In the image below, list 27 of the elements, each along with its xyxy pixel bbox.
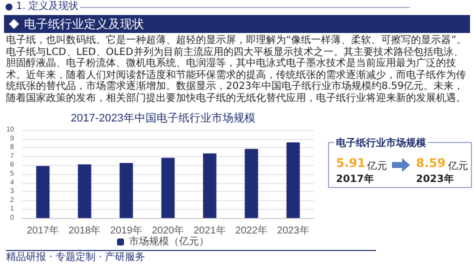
x-tick-label: 2022年	[235, 224, 268, 236]
x-tick-label: 2023年	[277, 224, 310, 236]
text: 亿元	[367, 160, 387, 173]
text: 精品研报 · 专题定制 · 产研服务	[6, 252, 146, 264]
x-tick-label: 2021年	[194, 224, 226, 236]
x-tick-label: 2019年	[110, 224, 142, 236]
bar	[244, 148, 258, 218]
bar	[78, 164, 92, 218]
text: 2023年	[416, 172, 454, 186]
text: 电子纸，也叫数码纸。它是一种超薄、超轻的显示屏，即理解为“像纸一样薄、柔软、可擦写的显示器”。电子纸与LCD、LED、OLED并列为目前主流应用的四大平板显示技术之一。其主要技术路径包括电泳、胆固醇液晶、电子粉流体、微机电系统、电润湿等，其中电泳式电子墨水技术是当前应用最为广泛的技术。近年来，随着人们对阅读舒适度和节能环保需求的提高，传统纸张的需求逐渐减少，而电子纸作为传统纸张的替代品，市场需求逐渐增加。数据显示，2023年中国电子纸行业市场规模约8.59亿元。未来，随着国家政策的发布，相关部门提出要加快电子纸的无纸化替代应用，电子纸行业将迎来新的发展机遇。	[6, 35, 468, 105]
text: 电子纸行业定义及现状	[4, 15, 470, 33]
x-tick-label: 2018年	[68, 224, 101, 236]
text: 亿元	[448, 160, 468, 173]
bar	[286, 142, 300, 218]
text: 8.59	[416, 156, 446, 170]
text: 1. 定义及现状	[16, 1, 79, 13]
x-tick-label: 2020年	[152, 224, 184, 236]
text: 电子纸行业市场规模	[334, 136, 428, 150]
bar	[203, 153, 216, 218]
chart-title: 2017-2023年中国电子纸行业市场规模	[70, 112, 256, 124]
legend-label: 市场规模（亿元）	[129, 236, 209, 248]
text: 2017年	[336, 172, 374, 186]
text: 5.91	[336, 156, 366, 170]
bar	[161, 158, 175, 218]
bar	[120, 163, 133, 218]
bar	[36, 166, 50, 218]
x-tick-label: 2017年	[26, 224, 59, 236]
